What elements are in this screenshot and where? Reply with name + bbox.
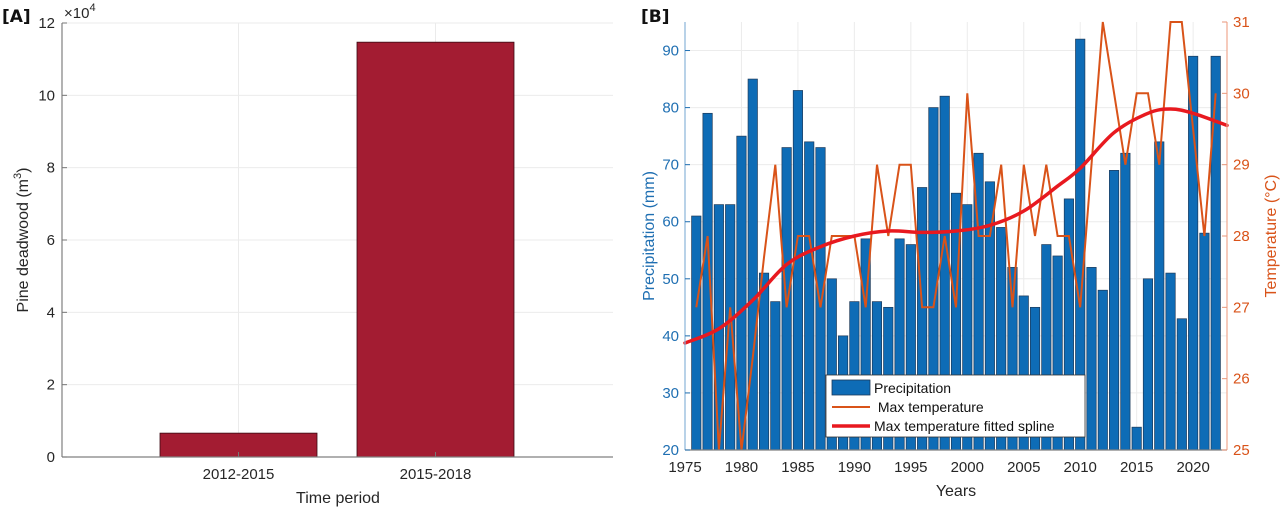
bar-2015-2018 [356, 41, 515, 458]
y-tick-label: 12 [38, 15, 55, 32]
legend-spline-label: Max temperature fitted spline [874, 418, 1055, 434]
precip-bar-2011 [1086, 267, 1097, 451]
legend-temp-label: Max temperature [874, 399, 984, 415]
left-tick-label: 70 [662, 157, 679, 174]
precip-bar-1981 [747, 78, 758, 451]
right-tick-label: 30 [1233, 85, 1250, 102]
precip-bar-1987 [815, 147, 826, 451]
precip-bar-1976 [691, 215, 702, 451]
panel-a-x-ticks: 2012-2015 2015-2018 [203, 452, 472, 483]
x-tick-label: 2005 [1007, 459, 1040, 476]
panel-b-x-axis-title: Years [936, 483, 976, 500]
panel-a-y-ticks: 0 2 4 6 8 10 12 [38, 15, 67, 466]
right-tick-label: 31 [1233, 14, 1250, 31]
x-tick-label: 2020 [1176, 459, 1209, 476]
precip-bar-1979 [725, 204, 736, 451]
left-tick-label: 80 [662, 100, 679, 117]
precip-bar-2013 [1109, 170, 1120, 451]
y-title-main: Pine deadwood (m [15, 179, 32, 312]
panel-a-y-axis-title: Pine deadwood (m3) [12, 168, 32, 313]
y-tick-label: 4 [47, 304, 55, 321]
panel-a-y-exponent: ×104 [64, 2, 96, 22]
precip-bar-2012 [1097, 289, 1108, 451]
y-tick-label: 6 [47, 232, 55, 249]
x-tick-label: 1985 [781, 459, 814, 476]
panel-b-left-ticks: 20 30 40 50 60 70 80 90 [662, 43, 690, 459]
x-tick-label: 2015-2018 [400, 466, 472, 483]
panel-a-grid [62, 22, 613, 458]
precip-bar-1986 [804, 141, 815, 451]
panel-b-right-ticks: 25 26 27 28 29 30 31 [1222, 14, 1250, 459]
x-tick-label: 1980 [725, 459, 758, 476]
panel-b-right-axis-title: Temperature (°C) [1263, 175, 1280, 298]
y-tick-label: 10 [38, 87, 55, 104]
legend-precip-swatch [831, 379, 871, 396]
right-tick-label: 26 [1233, 371, 1250, 388]
right-tick-label: 25 [1233, 442, 1250, 459]
x-tick-label: 2010 [1064, 459, 1097, 476]
y-exponent-power: 4 [89, 2, 95, 14]
panel-b-label: [B] [641, 7, 670, 27]
panel-a-x-axis-title: Time period [296, 490, 380, 507]
precip-bar-2022 [1210, 55, 1221, 451]
precip-bar-2016 [1142, 278, 1154, 451]
precip-bar-1985 [792, 90, 803, 451]
x-tick-label: 2000 [951, 459, 984, 476]
y-title-superscript: 3 [12, 173, 24, 179]
panel-a-label: [A] [2, 7, 31, 27]
panel-b-x-ticks: 1975 1980 1985 1990 1995 2000 2005 2010 2015 2020 [668, 459, 1210, 476]
max-temperature-line [695, 21, 1217, 451]
precip-bar-2017 [1154, 141, 1165, 451]
left-tick-label: 30 [662, 385, 679, 402]
panel-b-temp-lines [683, 21, 1229, 451]
precip-bar-2021 [1199, 232, 1210, 451]
panel-b-left-axis-title: Precipitation (mm) [641, 171, 658, 301]
x-tick-label: 2012-2015 [203, 466, 275, 483]
x-tick-label: 1990 [838, 459, 871, 476]
x-tick-label: 2015 [1120, 459, 1153, 476]
precip-bar-2019 [1176, 318, 1187, 451]
left-tick-label: 60 [662, 214, 679, 231]
precip-bar-1983 [770, 301, 781, 451]
right-tick-label: 29 [1233, 157, 1250, 174]
right-tick-label: 27 [1233, 299, 1250, 316]
precip-bar-2018 [1165, 272, 1176, 451]
x-tick-label: 1995 [894, 459, 927, 476]
left-tick-label: 20 [662, 442, 679, 459]
legend-precip-label: Precipitation [874, 380, 951, 396]
left-tick-label: 90 [662, 43, 679, 60]
x-tick-label: 1975 [668, 459, 701, 476]
legend: Precipitation Max temperature Max temper… [825, 374, 1086, 438]
left-tick-label: 50 [662, 271, 679, 288]
y-title-suffix: ) [15, 168, 32, 173]
panel-a-bars [159, 41, 515, 458]
precip-bar-1982 [758, 272, 770, 451]
precip-bar-2014 [1120, 152, 1131, 451]
left-tick-label: 40 [662, 328, 679, 345]
fitted-spline-line [683, 107, 1229, 345]
y-tick-label: 2 [47, 377, 55, 394]
y-tick-label: 8 [47, 160, 55, 177]
precip-bar-2015 [1131, 426, 1142, 451]
y-exponent-base: ×10 [64, 5, 89, 22]
panel-b: [B] 20 30 40 50 60 70 80 90 25 26 27 28 29 30 31 1975… [641, 7, 1280, 500]
right-tick-label: 28 [1233, 228, 1250, 245]
y-tick-label: 0 [47, 449, 55, 466]
